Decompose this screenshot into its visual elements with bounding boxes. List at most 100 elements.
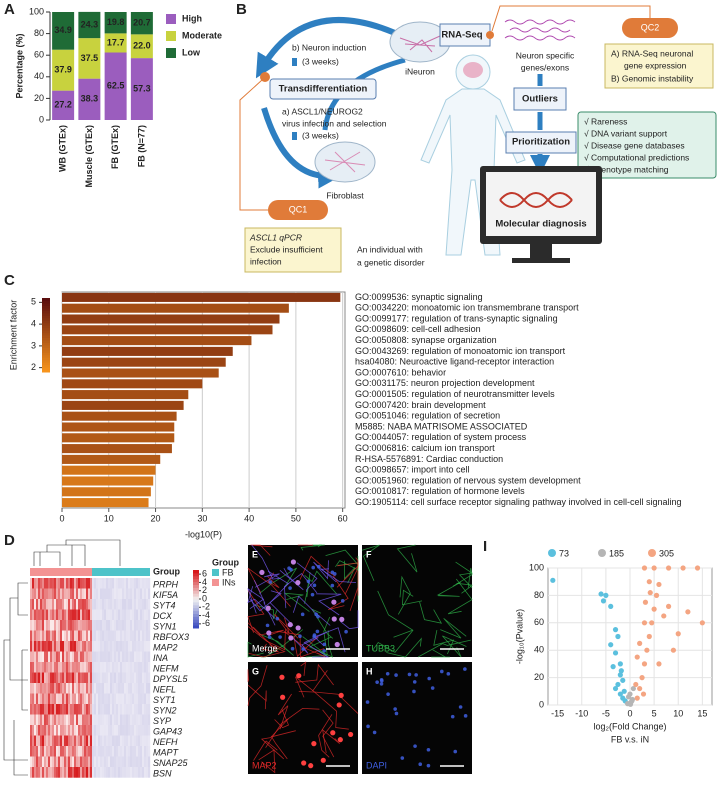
heatmap-cell <box>56 735 59 747</box>
heatmap-cell <box>96 588 99 600</box>
heatmap-cell <box>90 588 93 600</box>
soma <box>311 741 317 747</box>
heatmap-cell <box>74 735 77 747</box>
heatmap-cell <box>76 588 79 600</box>
heatmap-cell <box>148 609 151 621</box>
nucleus <box>414 673 418 677</box>
nucleus <box>316 614 320 619</box>
heatmap-cell <box>102 662 105 673</box>
point <box>550 577 556 583</box>
nucleus <box>394 711 399 716</box>
heatmap-cell <box>112 672 115 684</box>
heatmap-cell <box>78 693 81 705</box>
heatmap-cell <box>114 620 117 631</box>
heatmap-cell <box>60 683 63 694</box>
heatmap-cell <box>114 756 117 768</box>
neurite <box>343 560 356 584</box>
colorbar-cell <box>193 578 199 583</box>
bar <box>62 303 289 313</box>
heatmap-cell <box>138 756 141 768</box>
heatmap-cell <box>46 662 49 673</box>
heatmap-cell <box>118 630 121 642</box>
heatmap-cell <box>148 578 151 589</box>
neurite <box>274 613 299 639</box>
neurite <box>313 627 346 653</box>
heatmap-cell <box>90 683 93 694</box>
label: b) Neuron induction <box>292 42 366 52</box>
heatmap-cell <box>140 672 143 684</box>
heatmap-cell <box>66 683 69 694</box>
heatmap-cell <box>116 588 119 600</box>
micrograph <box>248 662 358 774</box>
heatmap-cell <box>40 641 43 652</box>
heatmap-cell <box>56 767 59 778</box>
label: A) RNA-Seq neuronal <box>611 48 693 58</box>
heatmap-cell <box>68 662 71 673</box>
colorbar-cell <box>42 369 50 373</box>
heatmap-cell <box>134 672 137 684</box>
heatmap-cell <box>44 756 47 768</box>
heatmap-cell <box>114 630 117 642</box>
heatmap-cell <box>68 609 71 621</box>
heatmap-cell <box>70 651 73 663</box>
heatmap-cell <box>30 714 33 726</box>
heatmap-cell <box>82 746 85 757</box>
heatmap-cell <box>86 725 89 736</box>
heatmap-cell <box>126 725 129 736</box>
heatmap-cell <box>118 599 121 610</box>
heatmap-cell <box>86 609 89 621</box>
bar <box>62 433 175 443</box>
heatmap-cell <box>102 725 105 736</box>
heatmap-cell <box>128 672 131 684</box>
legend-label: High <box>182 13 202 23</box>
soma <box>296 673 302 679</box>
heatmap-cell <box>96 620 99 631</box>
heatmap-cell <box>60 641 63 652</box>
heatmap-cell <box>110 756 113 768</box>
heatmap-cell <box>50 714 53 726</box>
heatmap-cell <box>144 735 147 747</box>
y-tick-label: 80 <box>534 590 544 600</box>
heatmap-cell <box>60 609 63 621</box>
neurite <box>296 562 318 592</box>
heatmap-cell <box>96 725 99 736</box>
heatmap-cell <box>42 725 45 736</box>
heatmap-cell <box>76 704 79 715</box>
heatmap-cell <box>30 651 33 663</box>
point <box>618 668 624 674</box>
neurite <box>295 670 328 698</box>
gene-label: SNAP25 <box>153 758 189 768</box>
stand <box>530 244 552 260</box>
gene-label: DCX <box>153 611 173 621</box>
neurite <box>295 663 334 686</box>
heatmap-cell <box>40 746 43 757</box>
heatmap-cell <box>110 725 113 736</box>
heatmap-cell <box>76 672 79 684</box>
box <box>513 87 567 111</box>
heatmap-cell <box>34 588 37 600</box>
heatmap-cell <box>30 641 33 652</box>
heatmap-cell <box>144 609 147 621</box>
label: a) ASCL1/NEUROG2 <box>282 106 363 116</box>
nucleus <box>372 730 377 735</box>
heatmap-cell <box>78 620 81 631</box>
heatmap-cell <box>66 651 69 663</box>
heatmap-cell <box>116 693 119 705</box>
heatmap-cell <box>114 599 117 610</box>
colorbar-cell <box>42 327 50 331</box>
heatmap-cell <box>78 746 81 757</box>
heatmap-cell <box>146 756 149 768</box>
heatmap-cell <box>68 725 71 736</box>
soma <box>331 616 337 622</box>
heatmap-cell <box>82 714 85 726</box>
gene-label: BSN <box>153 769 172 779</box>
heatmap-cell <box>42 578 45 589</box>
heatmap-cell <box>40 725 43 736</box>
heatmap-cell <box>82 704 85 715</box>
heatmap-cell <box>134 651 137 663</box>
heatmap-cell <box>144 714 147 726</box>
heatmap-cell <box>34 620 37 631</box>
point <box>629 698 635 704</box>
neurite <box>431 649 450 658</box>
heatmap-cell <box>56 672 59 684</box>
